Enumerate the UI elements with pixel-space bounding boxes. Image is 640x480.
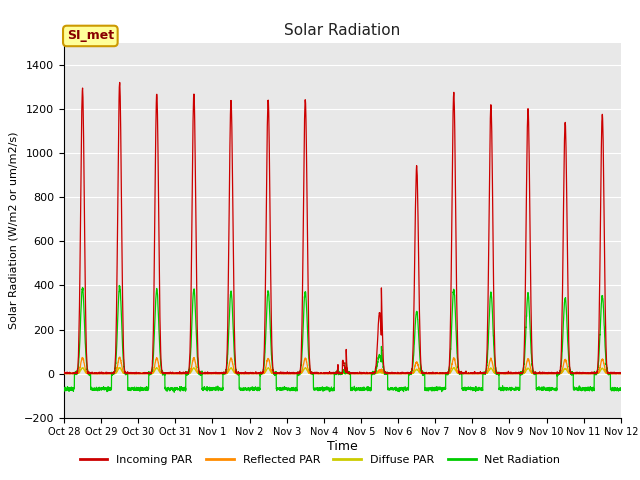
X-axis label: Time: Time xyxy=(327,440,358,453)
Legend: Incoming PAR, Reflected PAR, Diffuse PAR, Net Radiation: Incoming PAR, Reflected PAR, Diffuse PAR… xyxy=(75,451,565,469)
Title: Solar Radiation: Solar Radiation xyxy=(284,23,401,38)
Y-axis label: Solar Radiation (W/m2 or um/m2/s): Solar Radiation (W/m2 or um/m2/s) xyxy=(8,132,18,329)
Text: SI_met: SI_met xyxy=(67,29,114,42)
